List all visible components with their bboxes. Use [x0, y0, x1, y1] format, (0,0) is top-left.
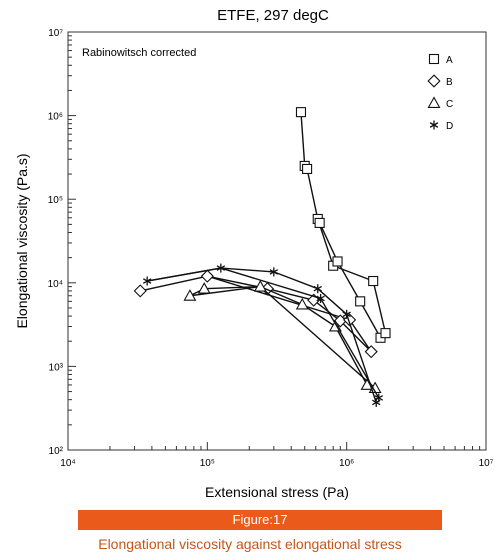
series-c — [183, 279, 382, 394]
series-d — [142, 263, 383, 407]
series-d-line — [147, 267, 221, 282]
series-a — [295, 107, 391, 343]
series-a-line — [336, 261, 361, 302]
series-b-point — [343, 313, 357, 327]
x-axis: 10⁴ 10⁵ 10⁶ 10⁷ — [60, 442, 494, 469]
series-b — [133, 269, 378, 359]
series-b-line — [140, 275, 208, 292]
series-d-point — [342, 309, 351, 319]
series-c-line — [204, 285, 261, 290]
legend-marker-b — [427, 74, 441, 88]
legend-marker-d — [429, 120, 439, 130]
series-d-point — [142, 276, 152, 286]
y-tick-label: 10⁴ — [48, 279, 63, 290]
rabinowitsch-note: Rabinowitsch corrected — [82, 47, 196, 59]
series-d-line — [319, 298, 380, 399]
series-a-point — [314, 217, 325, 228]
series-d-line — [220, 267, 274, 273]
series-a-point — [332, 256, 343, 267]
series-d-point — [316, 293, 325, 303]
series-d-line — [273, 271, 318, 290]
series-b-line — [207, 275, 350, 321]
chart: ETFE, 297 degC Rabinowitsch corrected 10… — [14, 7, 494, 500]
plot-frame — [67, 31, 487, 451]
legend-label-d: D — [446, 121, 453, 132]
legend-label-b: B — [446, 77, 453, 88]
x-tick-label: 10⁵ — [200, 458, 215, 469]
series-b-line — [339, 320, 372, 353]
series-a-point — [302, 163, 313, 175]
series-c-line — [260, 285, 303, 306]
series-a-line — [332, 265, 374, 282]
data-series — [133, 107, 391, 407]
series-c-line — [334, 326, 368, 386]
x-tick-label: 10⁶ — [339, 458, 354, 469]
series-d-line — [220, 267, 321, 300]
legend-label-c: C — [446, 99, 453, 110]
series-b-point — [364, 345, 378, 359]
series-a-line — [300, 112, 306, 166]
y-tick-label: 10⁷ — [48, 28, 63, 39]
legend-label-a: A — [446, 55, 453, 66]
x-tick-label: 10⁴ — [60, 458, 75, 469]
series-a-point — [355, 296, 366, 307]
legend-marker-a — [428, 53, 440, 65]
series-a-line — [372, 280, 387, 334]
series-b-point — [200, 269, 214, 283]
series-d-line — [317, 288, 348, 315]
y-tick-label: 10³ — [49, 362, 64, 373]
figure-caption: Elongational viscosity against elongatio… — [98, 536, 402, 552]
series-c-line — [189, 285, 261, 297]
series-c-point — [183, 289, 197, 301]
series-d-line — [346, 314, 377, 403]
series-b-line — [267, 288, 314, 301]
series-a-point — [295, 107, 307, 118]
series-d-point — [269, 267, 279, 277]
series-a-line — [306, 168, 319, 220]
figure-number-banner: Figure:17 — [78, 510, 442, 530]
y-tick-label: 10⁶ — [48, 112, 63, 123]
y-tick-label: 10⁵ — [48, 195, 63, 206]
series-d-point — [313, 284, 322, 294]
x-axis-label: Extensional stress (Pa) — [205, 484, 349, 500]
series-c-point — [253, 279, 267, 292]
series-a-point — [380, 328, 391, 339]
series-c-point — [197, 282, 211, 294]
y-tick-label: 10² — [49, 446, 64, 457]
y-axis-label: Elongational viscosity (Pa.s) — [14, 153, 30, 328]
series-c-point — [295, 297, 309, 310]
x-tick-label: 10⁷ — [479, 458, 494, 469]
series-c-line — [259, 286, 376, 389]
series-d-point — [216, 263, 226, 273]
legend-marker-c — [427, 96, 441, 108]
series-a-line — [319, 222, 339, 262]
series-d-point — [374, 393, 383, 403]
series-b-line — [349, 319, 372, 353]
chart-title: ETFE, 297 degC — [217, 7, 329, 24]
series-a-line — [359, 301, 382, 339]
y-axis: 10² 10³ 10⁴ 10⁵ 10⁶ 10⁷ — [48, 28, 76, 457]
series-a-point — [368, 275, 379, 287]
series-b-point — [133, 284, 147, 298]
